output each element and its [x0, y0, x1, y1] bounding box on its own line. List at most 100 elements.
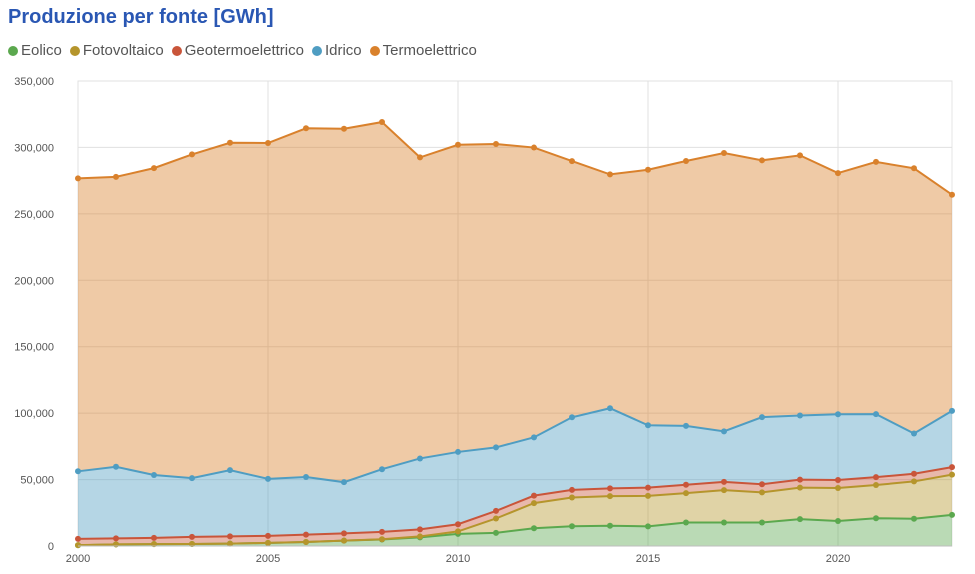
point-eolico: [531, 525, 537, 532]
point-geotermoelettrico: [379, 528, 385, 535]
point-termoelettrico: [341, 125, 347, 132]
x-tick-label: 2020: [826, 553, 850, 565]
area-fotovoltaico: [78, 474, 952, 546]
y-tick-label: 0: [48, 541, 54, 553]
point-eolico: [835, 518, 841, 525]
point-eolico: [873, 515, 879, 522]
line-fotovoltaico: [77, 473, 953, 547]
point-fotovoltaico: [265, 539, 271, 546]
y-tick-label: 200,000: [14, 275, 54, 287]
point-termoelettrico: [227, 139, 233, 146]
point-geotermoelettrico: [683, 481, 689, 488]
legend-label-fotovoltaico: Fotovoltaico: [82, 42, 164, 59]
area-termoelettrico: [78, 122, 952, 483]
point-fotovoltaico: [75, 542, 81, 549]
point-geotermoelettrico: [797, 476, 803, 483]
point-fotovoltaico: [569, 494, 575, 501]
point-geotermoelettrico: [835, 476, 841, 483]
point-idrico: [911, 430, 917, 437]
point-eolico: [645, 523, 651, 530]
legend-item-idrico[interactable]: Idrico: [311, 42, 362, 59]
point-termoelettrico: [493, 140, 499, 147]
point-idrico: [797, 412, 803, 419]
x-tick-label: 2010: [446, 553, 470, 565]
point-termoelettrico: [75, 175, 81, 182]
point-termoelettrico: [303, 125, 309, 132]
point-geotermoelettrico: [569, 486, 575, 493]
legend-marker-geotermoelettrico: [171, 45, 182, 56]
legend-label-termoelettrico: Termoelettrico: [382, 42, 477, 59]
legend-marker-idrico: [311, 45, 322, 56]
point-eolico: [797, 516, 803, 523]
point-idrico: [493, 444, 499, 451]
point-termoelettrico: [949, 191, 955, 198]
point-termoelettrico: [265, 140, 271, 147]
point-geotermoelettrico: [455, 521, 461, 528]
point-idrico: [341, 479, 347, 486]
point-eolico: [721, 519, 727, 526]
point-termoelettrico: [189, 151, 195, 158]
point-geotermoelettrico: [873, 474, 879, 481]
point-eolico: [683, 519, 689, 526]
y-tick-label: 300,000: [14, 142, 54, 154]
point-idrico: [189, 475, 195, 482]
y-tick-label: 250,000: [14, 209, 54, 221]
point-termoelettrico: [531, 144, 537, 151]
point-idrico: [75, 468, 81, 475]
point-fotovoltaico: [493, 515, 499, 522]
point-idrico: [113, 463, 119, 470]
legend-item-termoelettrico[interactable]: Termoelettrico: [369, 42, 477, 59]
line-termoelettrico: [77, 120, 953, 196]
point-termoelettrico: [607, 171, 613, 178]
point-geotermoelettrico: [227, 533, 233, 540]
point-idrico: [721, 428, 727, 435]
line-idrico: [77, 407, 953, 484]
point-geotermoelettrico: [303, 531, 309, 538]
point-idrico: [379, 466, 385, 473]
point-fotovoltaico: [379, 536, 385, 543]
point-fotovoltaico: [911, 478, 917, 485]
point-geotermoelettrico: [189, 533, 195, 540]
point-fotovoltaico: [227, 540, 233, 547]
point-termoelettrico: [113, 173, 119, 180]
point-termoelettrico: [873, 158, 879, 165]
point-idrico: [645, 422, 651, 429]
point-termoelettrico: [569, 158, 575, 165]
point-fotovoltaico: [873, 482, 879, 489]
point-geotermoelettrico: [645, 484, 651, 491]
legend-label-eolico: Eolico: [21, 42, 62, 59]
point-idrico: [569, 414, 575, 421]
point-idrico: [531, 434, 537, 441]
point-eolico: [493, 529, 499, 536]
point-idrico: [417, 455, 423, 462]
x-tick-label: 2015: [636, 553, 660, 565]
point-termoelettrico: [911, 165, 917, 172]
point-fotovoltaico: [645, 492, 651, 499]
point-termoelettrico: [455, 141, 461, 148]
point-fotovoltaico: [455, 528, 461, 535]
y-tick-label: 50,000: [20, 475, 54, 487]
legend-item-eolico[interactable]: Eolico: [8, 42, 62, 59]
point-idrico: [949, 407, 955, 414]
point-geotermoelettrico: [265, 532, 271, 539]
legend-item-geotermoelettrico[interactable]: Geotermoelettrico: [171, 42, 304, 59]
legend: Eolico Fotovoltaico Geotermoelettrico Id…: [8, 42, 477, 59]
y-tick-label: 100,000: [14, 408, 54, 420]
point-fotovoltaico: [189, 540, 195, 547]
point-eolico: [569, 523, 575, 530]
point-idrico: [151, 472, 157, 479]
point-fotovoltaico: [417, 533, 423, 540]
point-eolico: [607, 522, 613, 529]
point-geotermoelettrico: [493, 507, 499, 514]
point-idrico: [455, 448, 461, 455]
legend-label-geotermoelettrico: Geotermoelettrico: [184, 42, 304, 59]
legend-item-fotovoltaico[interactable]: Fotovoltaico: [69, 42, 164, 59]
point-fotovoltaico: [531, 500, 537, 507]
point-fotovoltaico: [759, 489, 765, 496]
point-termoelettrico: [797, 152, 803, 159]
point-geotermoelettrico: [721, 478, 727, 485]
point-fotovoltaico: [797, 484, 803, 491]
point-fotovoltaico: [341, 537, 347, 544]
point-termoelettrico: [417, 154, 423, 161]
